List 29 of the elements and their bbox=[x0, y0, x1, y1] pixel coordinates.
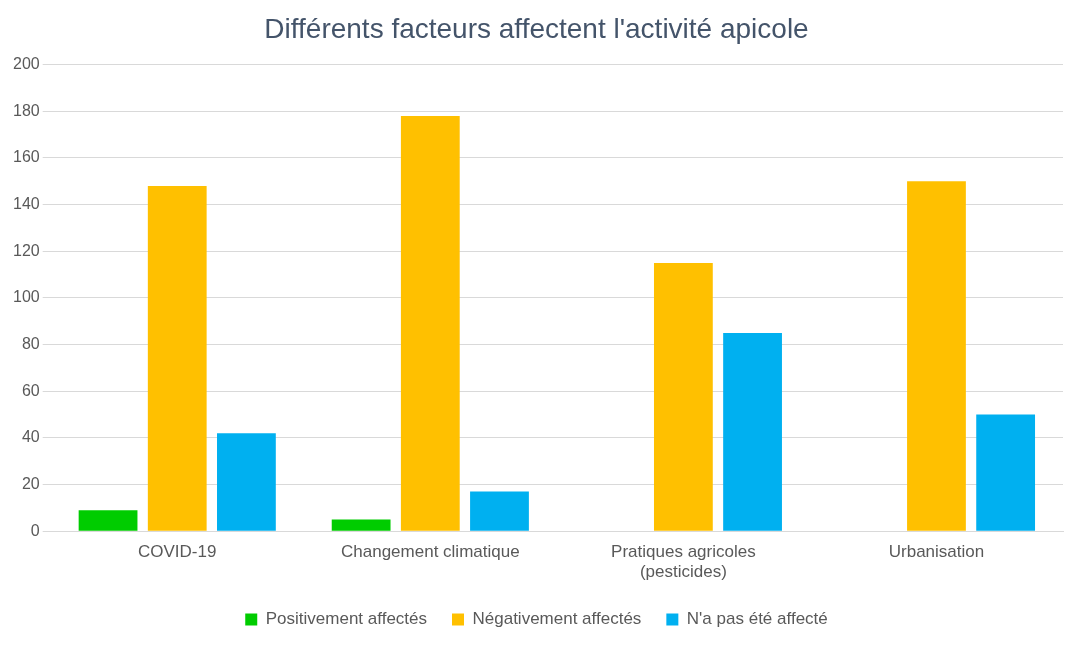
bar bbox=[147, 185, 207, 531]
legend-label: Négativement affectés bbox=[472, 609, 642, 629]
bar bbox=[217, 433, 276, 531]
x-tick-label: Pratiques agricoles (pesticides) bbox=[611, 542, 756, 582]
bar bbox=[400, 115, 460, 531]
bar bbox=[723, 332, 782, 531]
y-tick-label: 160 bbox=[12, 148, 40, 166]
bar bbox=[653, 262, 713, 531]
x-tick-label: COVID-19 bbox=[138, 542, 217, 562]
legend-label: N'a pas été affecté bbox=[686, 609, 828, 629]
chart-title: Différents facteurs affectent l'activité apicole bbox=[264, 12, 809, 44]
y-tick-label: 40 bbox=[21, 428, 40, 446]
y-tick-label: 0 bbox=[30, 521, 40, 539]
x-tick-label: Changement climatique bbox=[341, 542, 520, 562]
bar bbox=[470, 491, 529, 531]
x-tick-label: Urbanisation bbox=[888, 542, 985, 562]
y-tick-label: 140 bbox=[12, 194, 40, 212]
y-tick-label: 180 bbox=[12, 101, 40, 119]
y-tick-label: 60 bbox=[21, 381, 40, 399]
bar bbox=[331, 519, 391, 531]
bar bbox=[907, 181, 966, 531]
bar bbox=[78, 510, 138, 531]
legend-label: Positivement affectés bbox=[265, 609, 428, 629]
y-tick-label: 100 bbox=[12, 288, 40, 306]
y-tick-label: 200 bbox=[12, 55, 40, 73]
y-tick-label: 20 bbox=[21, 474, 40, 492]
y-tick-label: 80 bbox=[21, 334, 40, 352]
bar bbox=[976, 414, 1036, 531]
y-tick-label: 120 bbox=[12, 241, 40, 259]
